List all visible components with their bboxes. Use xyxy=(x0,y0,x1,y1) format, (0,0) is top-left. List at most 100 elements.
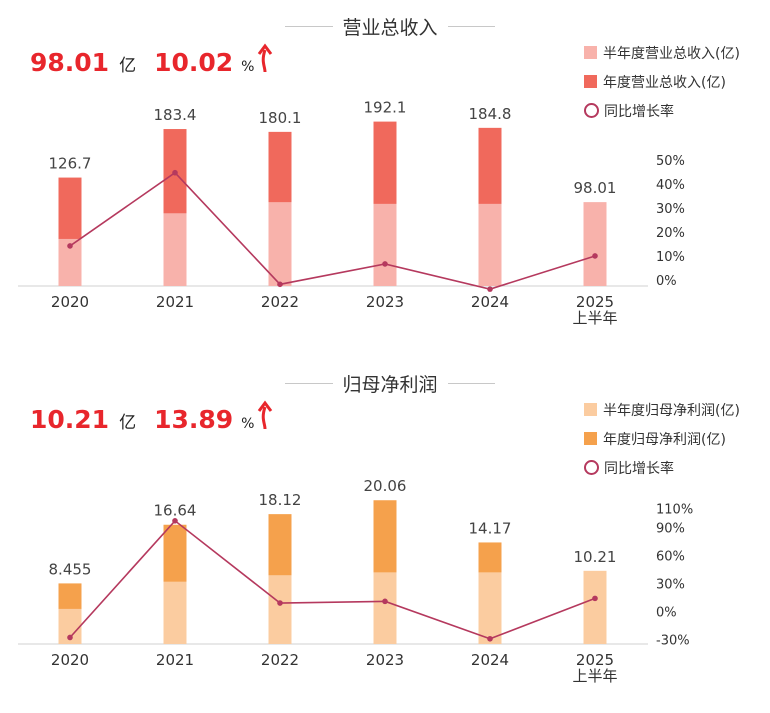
bar-half-year xyxy=(163,581,187,644)
bar-half-year xyxy=(373,572,397,644)
revenue-headline-pct-unit: % xyxy=(241,59,255,75)
yoy-point xyxy=(487,635,493,642)
revenue-title: 营业总收入 xyxy=(285,12,496,40)
x-tick-label: 2022 xyxy=(261,651,299,669)
yoy-point xyxy=(592,595,598,602)
yoy-point xyxy=(277,600,283,606)
net-profit-chart: 8.455 2020 16.64 2021 18.12 2022 20.06 2023 14.1… xyxy=(18,477,693,685)
y2-tick-label: 40% xyxy=(656,178,685,193)
x-tick-label: 上半年 xyxy=(572,667,617,685)
legend-label-full: 年度营业总收入(亿) xyxy=(603,74,726,91)
legend-circle-icon xyxy=(584,103,599,118)
y2-tick-label: 90% xyxy=(656,521,685,536)
x-tick-label: 2021 xyxy=(156,293,194,311)
title-divider-right xyxy=(447,25,496,27)
net-profit-headline-value: 10.21 xyxy=(30,405,110,434)
legend-swatch-half xyxy=(584,403,597,416)
bar-half-year xyxy=(583,202,607,286)
legend-item-yoy: 同比增长率 xyxy=(584,453,740,482)
legend-label-half: 半年度归母净利润(亿) xyxy=(603,402,740,419)
bar-value-label: 16.64 xyxy=(154,502,197,520)
bar-half-year xyxy=(163,213,187,286)
yoy-point xyxy=(172,518,178,524)
bar-value-label: 183.4 xyxy=(154,106,197,124)
legend-item-half: 半年度营业总收入(亿) xyxy=(584,38,740,67)
up-arrow-icon xyxy=(257,400,273,430)
bar-value-label: 10.21 xyxy=(574,548,617,566)
legend-item-yoy: 同比增长率 xyxy=(584,96,740,125)
yoy-point xyxy=(487,286,493,292)
x-tick-label: 2020 xyxy=(51,293,89,311)
revenue-headline-unit: 亿 xyxy=(119,56,137,76)
legend-label-half: 半年度营业总收入(亿) xyxy=(603,45,740,62)
revenue-chart: 126.7 2020 183.4 2021 180.1 2022 192.1 2023 184.… xyxy=(18,99,685,327)
x-tick-label: 2024 xyxy=(471,651,509,669)
yoy-point xyxy=(67,243,73,249)
net-profit-panel: 归母净利润 10.21 亿 13.89 % 半年度归母净利润(亿) 年度归母净利… xyxy=(0,357,770,713)
net-profit-legend: 半年度归母净利润(亿) 年度归母净利润(亿) 同比增长率 xyxy=(584,395,740,482)
bar-value-label: 98.01 xyxy=(574,179,617,197)
bar-half-year xyxy=(373,203,397,286)
legend-item-full: 年度营业总收入(亿) xyxy=(584,67,740,96)
x-tick-label: 2021 xyxy=(156,651,194,669)
legend-circle-icon xyxy=(584,460,599,475)
bar-half-year xyxy=(478,203,502,286)
x-tick-label: 2022 xyxy=(261,293,299,311)
revenue-headline: 98.01 亿 10.02 % xyxy=(30,43,273,88)
x-tick-label: 2025 xyxy=(576,651,614,669)
revenue-title-text: 营业总收入 xyxy=(342,16,438,39)
bar-value-label: 126.7 xyxy=(49,155,92,173)
legend-label-full: 年度归母净利润(亿) xyxy=(603,431,726,448)
yoy-point xyxy=(592,253,598,259)
x-tick-label: 2020 xyxy=(51,651,89,669)
y2-tick-label: 30% xyxy=(656,202,685,217)
yoy-point xyxy=(277,281,283,288)
y2-tick-label: 30% xyxy=(656,577,685,592)
revenue-legend: 半年度营业总收入(亿) 年度营业总收入(亿) 同比增长率 xyxy=(584,38,740,125)
x-tick-label: 2025 xyxy=(576,293,614,311)
legend-label-yoy: 同比增长率 xyxy=(604,460,674,477)
bar-half-year xyxy=(583,570,607,644)
bar-half-year xyxy=(58,238,82,286)
y2-tick-label: 0% xyxy=(656,274,677,289)
bar-value-label: 184.8 xyxy=(469,105,512,123)
revenue-panel: 营业总收入 98.01 亿 10.02 % 半年度营业总收入(亿) 年度营业总收… xyxy=(0,0,770,350)
bar-half-year xyxy=(58,608,82,644)
revenue-headline-value: 98.01 xyxy=(30,48,110,77)
net-profit-headline-pct: 13.89 xyxy=(154,405,234,434)
title-divider-left xyxy=(285,25,333,27)
net-profit-headline-unit: 亿 xyxy=(119,413,137,433)
yoy-point xyxy=(382,598,388,605)
bar-half-year xyxy=(268,202,292,286)
y2-tick-label: 0% xyxy=(656,605,677,620)
y2-tick-label: 20% xyxy=(656,226,685,241)
bar-half-year xyxy=(478,572,502,644)
y2-tick-label: 60% xyxy=(656,549,685,564)
bar-half-year xyxy=(268,575,292,644)
title-divider-left xyxy=(285,382,333,384)
up-arrow-icon xyxy=(257,43,273,73)
legend-swatch-full xyxy=(584,75,597,88)
x-tick-label: 上半年 xyxy=(572,309,617,327)
yoy-point xyxy=(382,261,388,267)
net-profit-headline: 10.21 亿 13.89 % xyxy=(30,400,273,445)
y2-tick-label: 110% xyxy=(656,503,693,518)
legend-swatch-half xyxy=(584,46,597,59)
net-profit-headline-pct-unit: % xyxy=(241,416,255,432)
y2-tick-label: 10% xyxy=(656,250,685,265)
legend-item-half: 半年度归母净利润(亿) xyxy=(584,395,740,424)
yoy-line xyxy=(69,519,596,640)
legend-item-full: 年度归母净利润(亿) xyxy=(584,424,740,453)
x-tick-label: 2023 xyxy=(366,651,404,669)
title-divider-right xyxy=(447,382,496,384)
y2-tick-label: 50% xyxy=(656,154,685,169)
legend-label-yoy: 同比增长率 xyxy=(604,103,674,120)
bar-value-label: 20.06 xyxy=(364,477,407,495)
revenue-headline-pct: 10.02 xyxy=(154,48,234,77)
net-profit-title: 归母净利润 xyxy=(285,369,496,397)
y2-tick-label: -30% xyxy=(656,633,690,648)
net-profit-title-text: 归母净利润 xyxy=(342,373,438,396)
bar-value-label: 180.1 xyxy=(259,109,302,127)
bar-value-label: 192.1 xyxy=(364,99,407,117)
legend-swatch-full xyxy=(584,432,597,445)
